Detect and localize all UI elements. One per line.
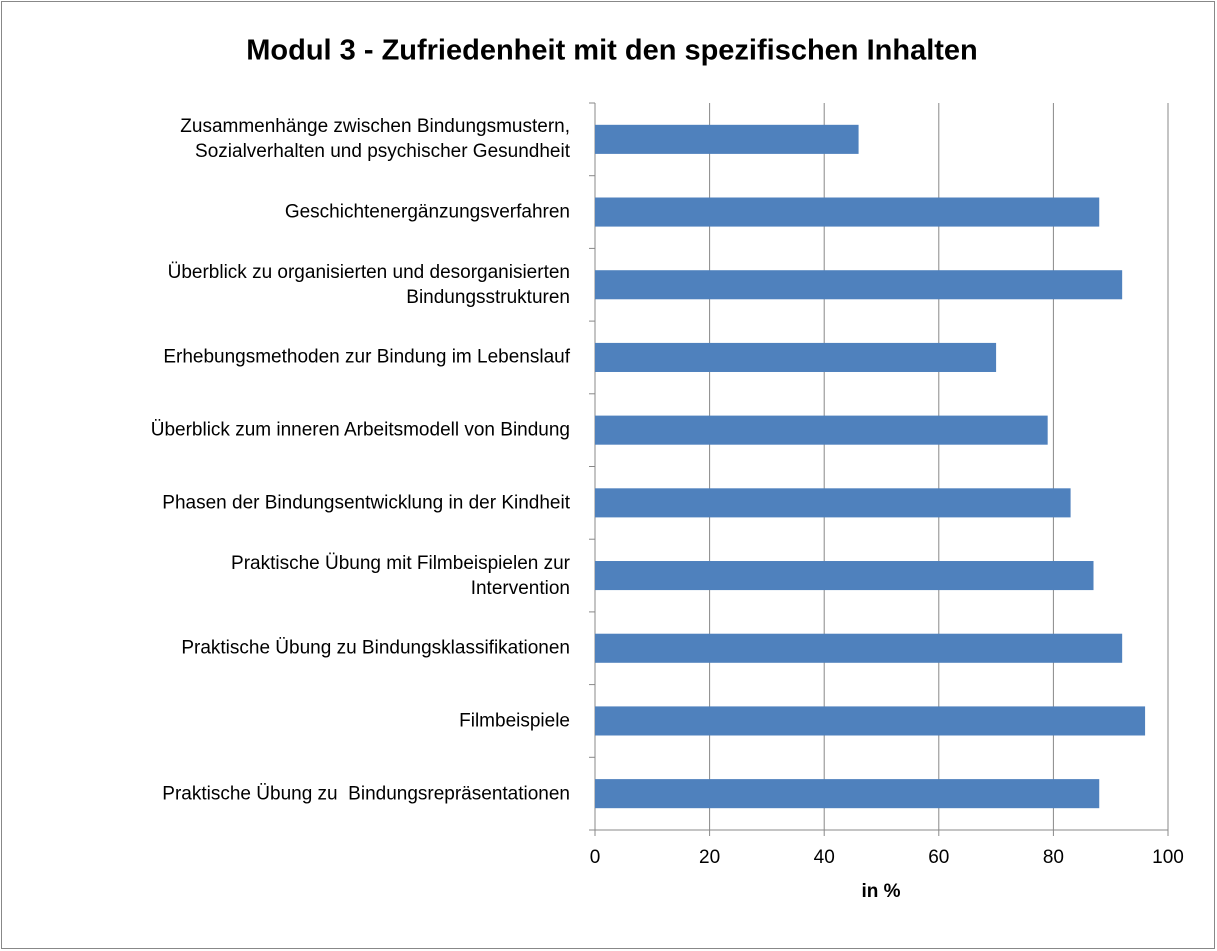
y-tick-label: Überblick zu organisierten und desorgani… — [167, 261, 570, 308]
bar — [595, 270, 1123, 300]
bar — [595, 197, 1100, 227]
x-tick-label: 20 — [699, 847, 720, 868]
y-tick-label: Zusammenhänge zwischen Bindungsmustern, … — [180, 116, 570, 163]
y-tick-label: Erhebungsmethoden zur Bindung im Lebensl… — [163, 346, 570, 368]
bar — [595, 561, 1094, 591]
x-axis-label: in % — [861, 881, 900, 902]
bar — [595, 342, 997, 372]
bar — [595, 706, 1146, 736]
x-tick-label: 80 — [1043, 847, 1064, 868]
x-tick-label: 40 — [814, 847, 835, 868]
x-tick-label: 100 — [1152, 847, 1184, 868]
y-tick-label: Praktische Übung zu Bindungsrepräsentati… — [162, 783, 570, 805]
y-tick-label: Praktische Übung zu Bindungsklassifikati… — [181, 637, 570, 659]
x-tick-label: 60 — [928, 847, 949, 868]
bar — [595, 415, 1048, 445]
bar — [595, 488, 1071, 518]
bar — [595, 633, 1123, 663]
bar — [595, 124, 859, 154]
y-tick-label: Überblick zum inneren Arbeitsmodell von … — [150, 419, 570, 441]
y-tick-label: Filmbeispiele — [459, 710, 570, 732]
bar — [595, 779, 1100, 809]
y-tick-label: Phasen der Bindungsentwicklung in der Ki… — [162, 492, 570, 514]
y-tick-label: Geschichtenergänzungsverfahren — [284, 201, 570, 223]
y-tick-label: Praktische Übung mit Filmbeispielen zur … — [231, 552, 570, 599]
x-tick-label: 0 — [590, 847, 601, 868]
chart-title: Modul 3 - Zufriedenheit mit den spezifis… — [246, 35, 978, 67]
